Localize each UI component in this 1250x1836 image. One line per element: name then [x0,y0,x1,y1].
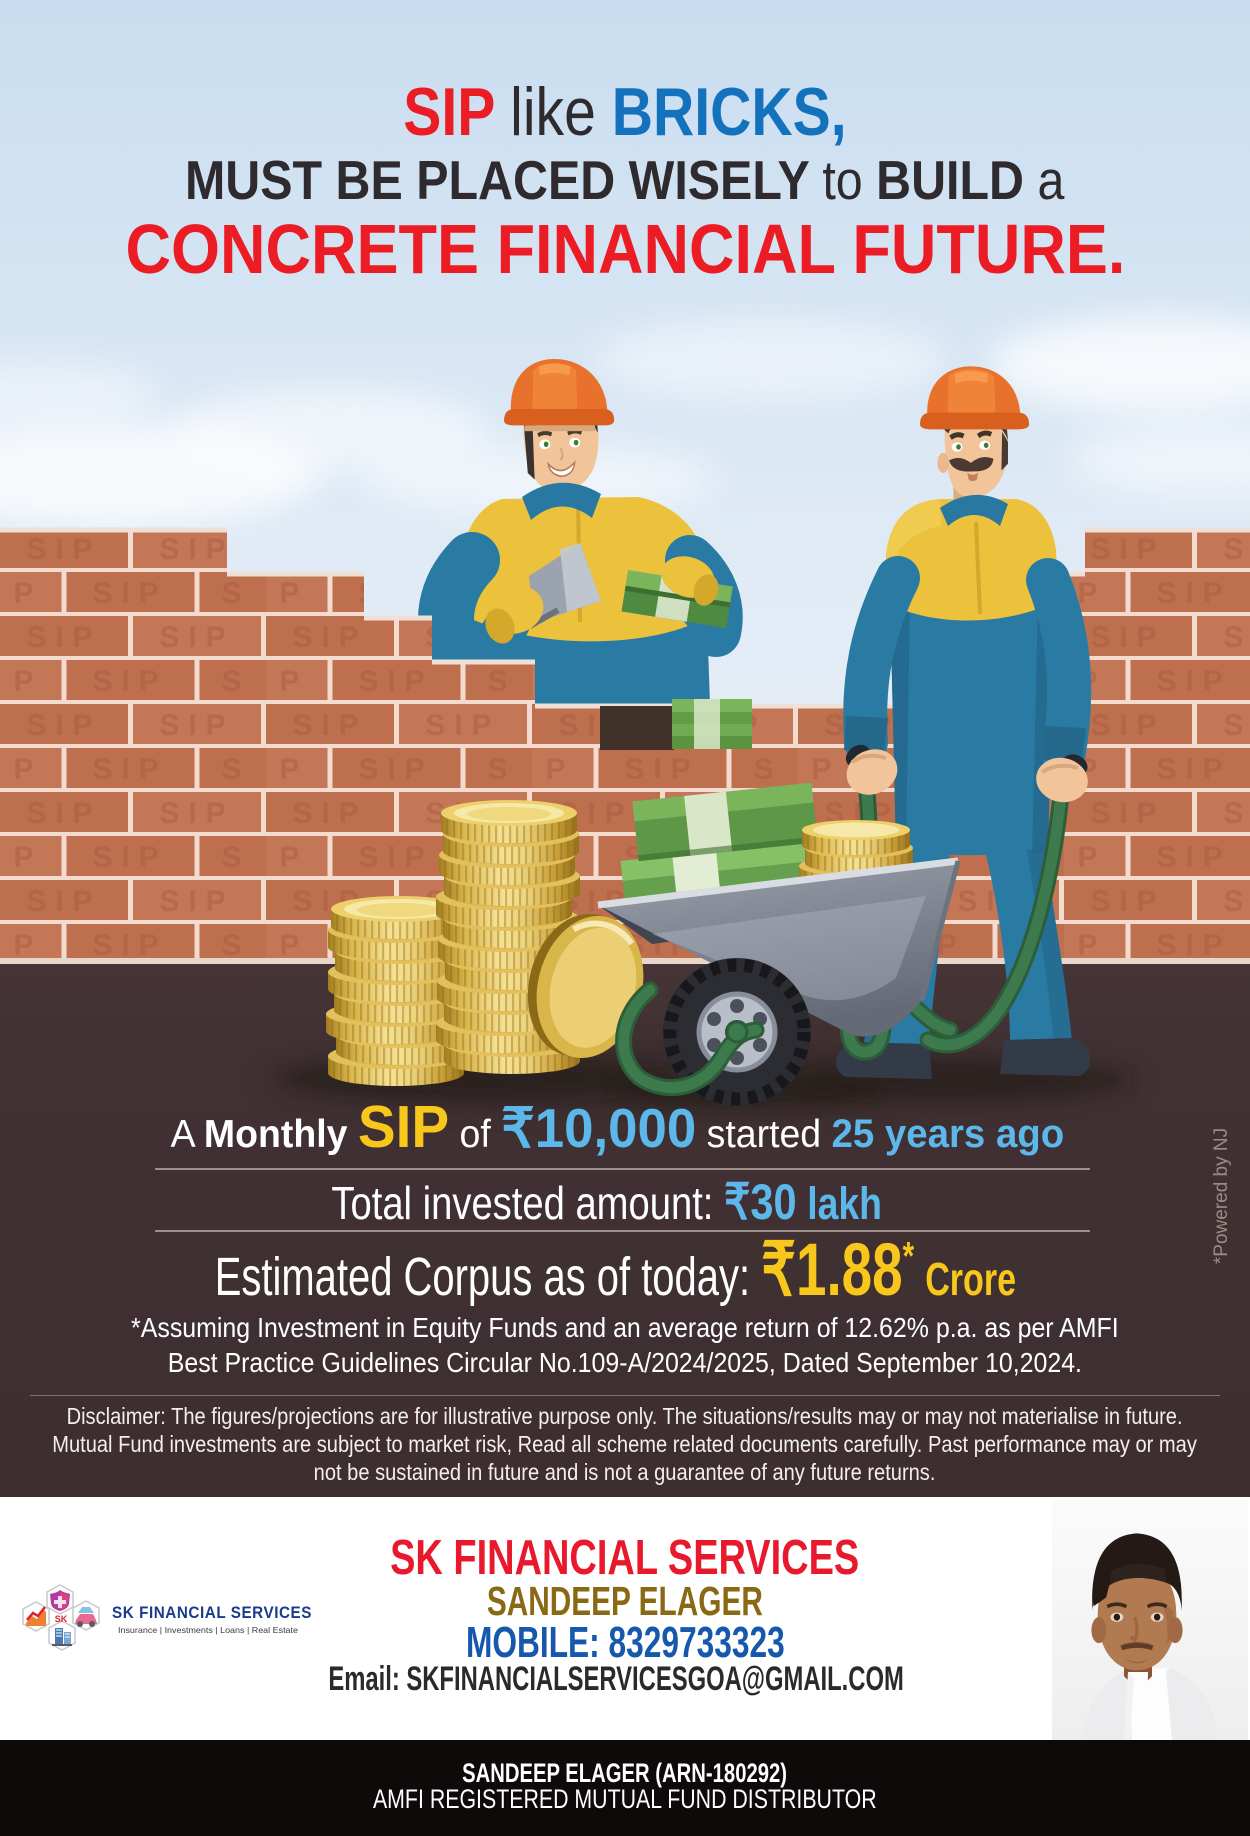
svg-text:SK FINANCIAL SERVICES: SK FINANCIAL SERVICES [112,1604,312,1622]
svg-text:Insurance | Investments | Loan: Insurance | Investments | Loans | Real E… [118,1626,298,1635]
svg-text:SK: SK [55,1614,68,1624]
